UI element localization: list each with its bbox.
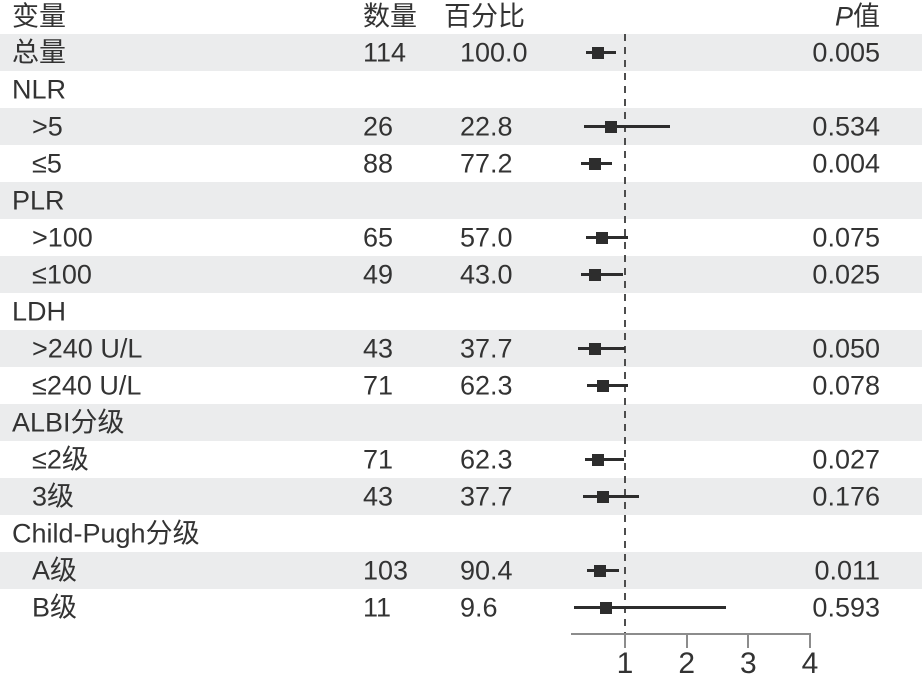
row-label: A级 <box>32 555 78 585</box>
column-header-percent: 百分比 <box>444 1 525 32</box>
table-header-row: 变量 数量 百分比 P值 <box>0 0 922 34</box>
table-row: ≤2级 71 62.3 0.027 <box>0 441 922 478</box>
row-label: Child-Pugh分级 <box>12 518 200 548</box>
percent-value: 57.0 <box>460 222 513 252</box>
row-label: PLR <box>12 185 65 215</box>
x-axis <box>571 633 811 635</box>
row-label: ≤240 U/L <box>32 370 142 400</box>
p-value: 0.027 <box>812 444 880 474</box>
row-label: ALBI分级 <box>12 407 125 437</box>
count-value: 88 <box>363 148 394 178</box>
count-value: 26 <box>363 111 394 141</box>
x-tick <box>624 633 626 648</box>
p-value: 0.011 <box>814 555 880 585</box>
count-value: 11 <box>363 592 392 622</box>
row-label: 3级 <box>32 481 75 511</box>
percent-value: 9.6 <box>460 592 498 622</box>
table-row: A级 103 90.4 0.011 <box>0 552 922 589</box>
p-value: 0.176 <box>812 481 880 511</box>
count-value: 49 <box>363 259 394 289</box>
percent-value: 100.0 <box>460 37 528 67</box>
x-tick-label: 1 <box>616 647 634 680</box>
p-label-suffix: 值 <box>853 1 880 32</box>
table-row: >240 U/L 43 37.7 0.050 <box>0 330 922 367</box>
column-header-count: 数量 <box>363 1 417 32</box>
row-label: LDH <box>12 296 67 326</box>
count-value: 71 <box>363 370 394 400</box>
x-tick-label: 2 <box>678 647 695 680</box>
percent-value: 43.0 <box>460 259 513 289</box>
x-tick-label: 3 <box>739 647 757 680</box>
group-header-row: ALBI分级 <box>0 404 922 441</box>
row-label: B级 <box>32 592 78 622</box>
table-row: B级 11 9.6 0.593 <box>0 589 922 626</box>
row-label: ≤100 <box>32 259 92 289</box>
percent-value: 77.2 <box>460 148 513 178</box>
row-label: >240 U/L <box>32 333 143 363</box>
percent-value: 62.3 <box>460 370 513 400</box>
p-value: 0.050 <box>812 333 880 363</box>
row-label: 总量 <box>12 37 66 67</box>
count-value: 43 <box>363 333 394 363</box>
count-value: 65 <box>363 222 394 252</box>
group-header-row: LDH <box>0 293 922 330</box>
x-tick <box>685 633 688 648</box>
row-label: ≤5 <box>32 148 62 178</box>
p-value: 0.534 <box>812 111 880 141</box>
table-row: >100 65 57.0 0.075 <box>0 219 922 256</box>
group-header-row: Child-Pugh分级 <box>0 515 922 552</box>
p-value: 0.078 <box>812 370 880 400</box>
p-italic-letter: P <box>834 1 853 32</box>
count-value: 114 <box>363 37 407 67</box>
count-value: 103 <box>363 555 409 585</box>
column-header-pvalue: P值 <box>834 1 880 32</box>
table-row: 3级 43 37.7 0.176 <box>0 478 922 515</box>
x-tick-label: 4 <box>801 647 819 680</box>
p-value: 0.005 <box>812 37 880 67</box>
row-label: >100 <box>32 222 93 252</box>
column-header-variable: 变量 <box>12 1 66 32</box>
table-row: ≤5 88 77.2 0.004 <box>0 145 922 182</box>
percent-value: 62.3 <box>460 444 513 474</box>
x-tick <box>747 633 750 648</box>
percent-value: 90.4 <box>460 555 513 585</box>
group-header-row: PLR <box>0 182 922 219</box>
row-label: ≤2级 <box>32 444 89 474</box>
table-row: >5 26 22.8 0.534 <box>0 108 922 145</box>
count-value: 71 <box>363 444 394 474</box>
table-row: ≤100 49 43.0 0.025 <box>0 256 922 293</box>
p-value: 0.593 <box>812 592 880 622</box>
percent-value: 22.8 <box>460 111 513 141</box>
percent-value: 37.7 <box>460 481 513 511</box>
table-row: ≤240 U/L 71 62.3 0.078 <box>0 367 922 404</box>
p-value: 0.004 <box>812 148 880 178</box>
count-value: 43 <box>363 481 394 511</box>
group-header-row: NLR <box>0 71 922 108</box>
percent-value: 37.7 <box>460 333 513 363</box>
p-value: 0.075 <box>812 222 880 252</box>
p-value: 0.025 <box>812 259 880 289</box>
row-label: NLR <box>12 74 67 104</box>
row-label: >5 <box>32 111 63 141</box>
x-tick <box>809 633 811 648</box>
table-row: 总量 114 100.0 0.005 <box>0 34 922 71</box>
